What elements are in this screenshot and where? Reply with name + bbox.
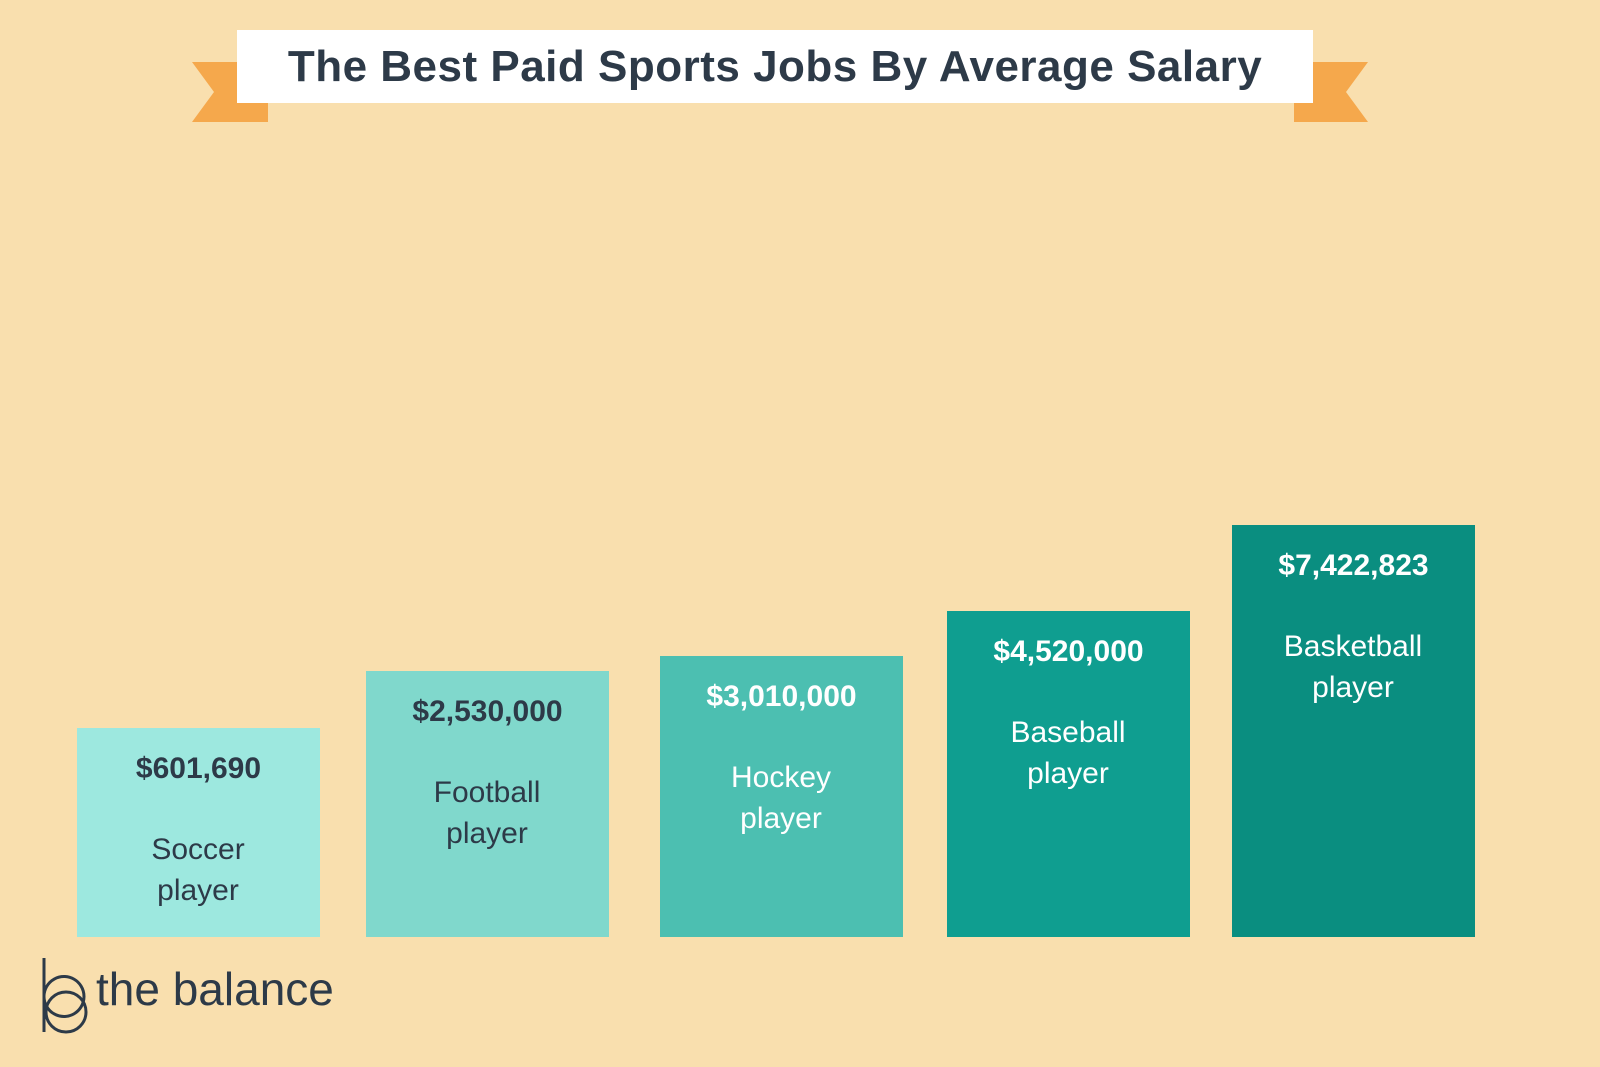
- bar: [660, 656, 903, 937]
- value-label: $4,520,000: [993, 635, 1144, 669]
- bar: [366, 670, 609, 937]
- value-label: $601,690: [135, 752, 262, 786]
- bar: [1232, 524, 1475, 937]
- category-label: Baseball player: [1010, 716, 1126, 791]
- value-label: $3,010,000: [706, 680, 857, 714]
- category-label: Soccer player: [151, 833, 245, 908]
- value-label: $7,422,823: [1278, 548, 1429, 582]
- logo: [42, 958, 88, 1034]
- bar: [947, 611, 1190, 937]
- category-label: Basketball player: [1283, 629, 1423, 704]
- chart-title: The Best Paid Sports Jobs By Average Sal…: [237, 30, 1313, 103]
- brand: the balance: [96, 963, 334, 1015]
- bar: [77, 728, 320, 937]
- category-label: Hockey player: [730, 761, 832, 836]
- category-label: Football player: [433, 775, 541, 850]
- value-label: $2,530,000: [412, 694, 563, 728]
